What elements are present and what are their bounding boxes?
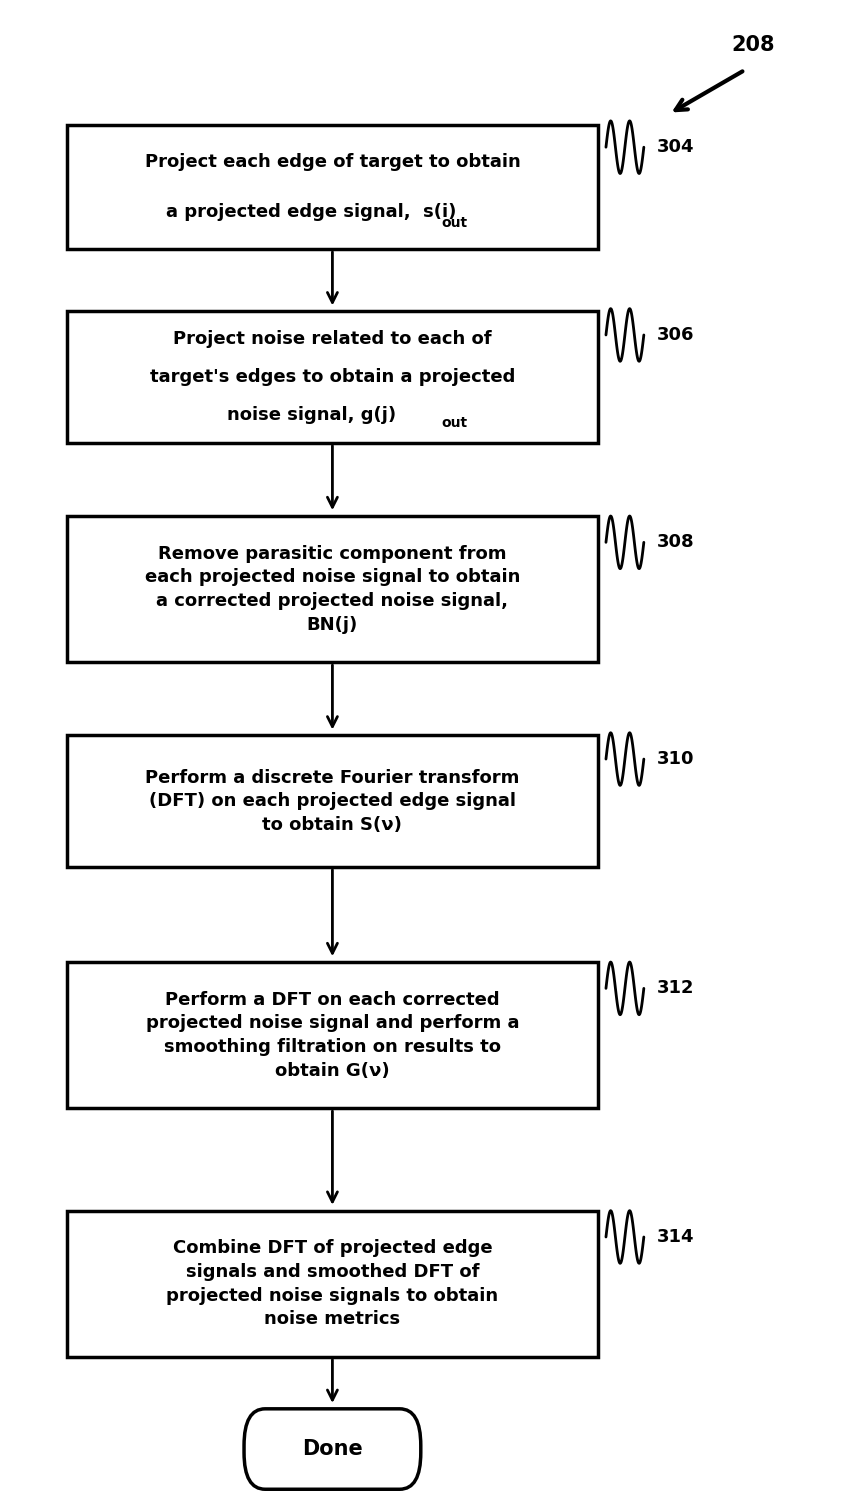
Text: target's edges to obtain a projected: target's edges to obtain a projected <box>150 368 515 386</box>
Text: out: out <box>442 216 468 229</box>
FancyBboxPatch shape <box>67 124 598 249</box>
Text: Done: Done <box>302 1438 363 1460</box>
Text: 308: 308 <box>656 534 694 552</box>
Text: out: out <box>442 416 468 430</box>
Text: Perform a DFT on each corrected
projected noise signal and perform a
smoothing f: Perform a DFT on each corrected projecte… <box>145 992 519 1080</box>
Text: 304: 304 <box>656 138 694 156</box>
Text: 306: 306 <box>656 326 694 344</box>
Text: 314: 314 <box>656 1228 694 1246</box>
FancyBboxPatch shape <box>67 312 598 442</box>
Text: Project noise related to each of: Project noise related to each of <box>173 330 492 348</box>
FancyBboxPatch shape <box>67 962 598 1108</box>
Text: 312: 312 <box>656 980 694 998</box>
FancyBboxPatch shape <box>244 1408 421 1490</box>
FancyBboxPatch shape <box>67 735 598 867</box>
Text: noise signal, g(j): noise signal, g(j) <box>227 405 396 423</box>
Text: 208: 208 <box>732 36 775 56</box>
FancyBboxPatch shape <box>67 516 598 663</box>
FancyBboxPatch shape <box>67 1210 598 1358</box>
Text: Project each edge of target to obtain: Project each edge of target to obtain <box>144 153 520 171</box>
Text: Remove parasitic component from
each projected noise signal to obtain
a correcte: Remove parasitic component from each pro… <box>144 544 520 633</box>
Text: a projected edge signal,  s(i): a projected edge signal, s(i) <box>167 202 456 220</box>
Text: Perform a discrete Fourier transform
(DFT) on each projected edge signal
to obta: Perform a discrete Fourier transform (DF… <box>145 768 519 834</box>
Text: 310: 310 <box>656 750 694 768</box>
Text: Combine DFT of projected edge
signals and smoothed DFT of
projected noise signal: Combine DFT of projected edge signals an… <box>167 1239 498 1328</box>
